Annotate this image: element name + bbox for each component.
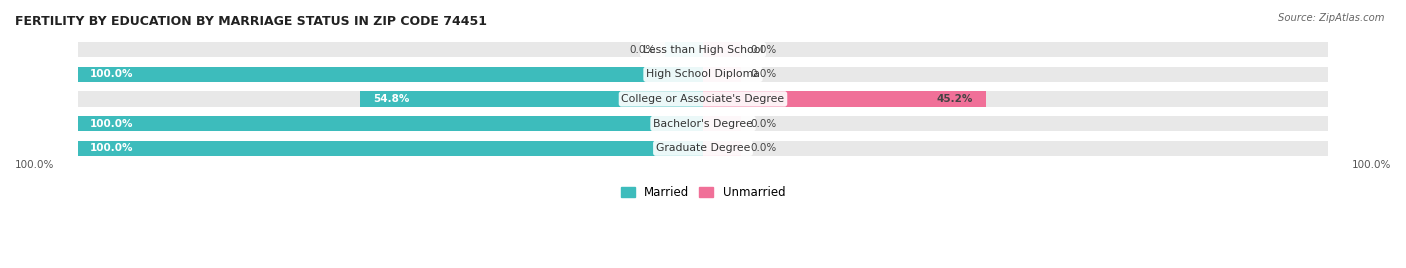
Bar bbox=[360, 91, 703, 107]
Text: 0.0%: 0.0% bbox=[749, 69, 776, 79]
Text: FERTILITY BY EDUCATION BY MARRIAGE STATUS IN ZIP CODE 74451: FERTILITY BY EDUCATION BY MARRIAGE STATU… bbox=[15, 15, 486, 28]
Text: College or Associate's Degree: College or Associate's Degree bbox=[621, 94, 785, 104]
Bar bbox=[77, 116, 1329, 131]
Text: 100.0%: 100.0% bbox=[15, 160, 55, 170]
Text: Less than High School: Less than High School bbox=[643, 45, 763, 55]
Text: 45.2%: 45.2% bbox=[936, 94, 973, 104]
Bar bbox=[77, 91, 1329, 107]
Text: 100.0%: 100.0% bbox=[90, 118, 134, 129]
Bar bbox=[77, 67, 703, 82]
Bar bbox=[703, 91, 986, 107]
Text: 0.0%: 0.0% bbox=[749, 143, 776, 153]
Legend: Married, Unmarried: Married, Unmarried bbox=[616, 181, 790, 204]
Bar bbox=[703, 116, 741, 131]
Text: Source: ZipAtlas.com: Source: ZipAtlas.com bbox=[1278, 13, 1385, 23]
Text: 100.0%: 100.0% bbox=[1351, 160, 1391, 170]
Text: 0.0%: 0.0% bbox=[749, 45, 776, 55]
Bar bbox=[77, 67, 1329, 82]
Bar bbox=[77, 140, 703, 156]
Text: Bachelor's Degree: Bachelor's Degree bbox=[652, 118, 754, 129]
Text: Graduate Degree: Graduate Degree bbox=[655, 143, 751, 153]
Text: 54.8%: 54.8% bbox=[373, 94, 409, 104]
Bar bbox=[77, 42, 1329, 57]
Bar bbox=[77, 116, 703, 131]
Text: 100.0%: 100.0% bbox=[90, 69, 134, 79]
Bar bbox=[703, 140, 741, 156]
Text: 0.0%: 0.0% bbox=[630, 45, 657, 55]
Bar bbox=[77, 140, 1329, 156]
Text: High School Diploma: High School Diploma bbox=[647, 69, 759, 79]
Bar bbox=[703, 42, 741, 57]
Bar bbox=[665, 42, 703, 57]
Text: 0.0%: 0.0% bbox=[749, 118, 776, 129]
Text: 100.0%: 100.0% bbox=[90, 143, 134, 153]
Bar bbox=[703, 67, 741, 82]
